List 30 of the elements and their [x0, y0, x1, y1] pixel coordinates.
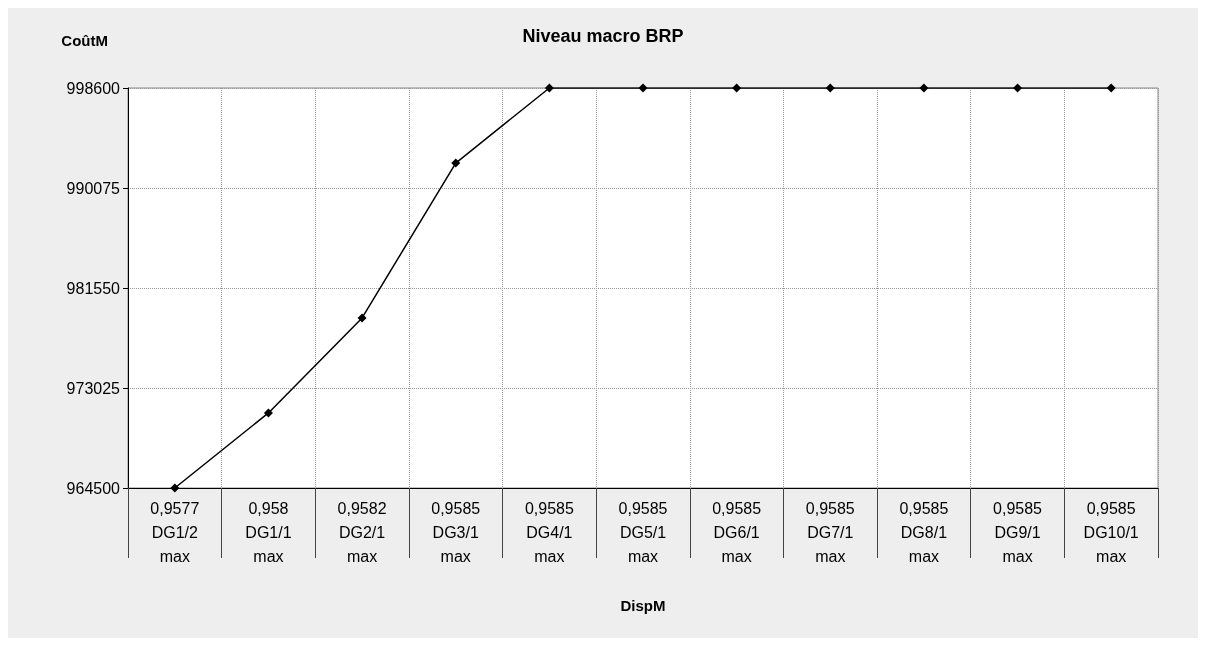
point — [1106, 83, 1116, 93]
point — [825, 83, 835, 93]
y-tick-label: 998600 — [66, 79, 121, 97]
x-tick-label: 0,9585 DG8/1 max — [899, 499, 949, 565]
x-tick-label: 0,9582 DG2/1 max — [337, 499, 387, 565]
x-tick-label: 0,958 DG1/1 max — [245, 499, 292, 565]
point — [1013, 83, 1023, 93]
y-tick-label: 981550 — [66, 279, 121, 297]
x-tick-label: 0,9585 DG5/1 max — [618, 499, 668, 565]
y-tick-label: 973025 — [66, 379, 121, 397]
point — [919, 83, 929, 93]
point — [263, 408, 273, 418]
x-tick-label: 0,9585 DG4/1 max — [524, 499, 574, 565]
x-tick-label: 0,9585 DG9/1 max — [993, 499, 1043, 565]
point — [544, 83, 554, 93]
x-tick-label: 0,9585 DG7/1 max — [805, 499, 855, 565]
x-tick-label: 0,9585 DG3/1 max — [431, 499, 481, 565]
point — [357, 313, 367, 323]
x-tick-label: 0,9577 DG1/2 max — [150, 499, 200, 565]
x-tick-label: 0,9585 DG10/1 max — [1083, 499, 1139, 565]
chart-title: Niveau macro BRP — [522, 26, 684, 46]
y-axis-title: CoûtM — [61, 32, 108, 49]
x-axis-title: DispM — [620, 597, 666, 614]
point — [170, 483, 180, 493]
y-tick-label: 990075 — [66, 179, 121, 197]
point — [732, 83, 742, 93]
point — [638, 83, 648, 93]
x-tick-label: 0,9585 DG6/1 max — [712, 499, 762, 565]
point — [451, 158, 461, 168]
y-tick-label: 964500 — [66, 479, 121, 497]
